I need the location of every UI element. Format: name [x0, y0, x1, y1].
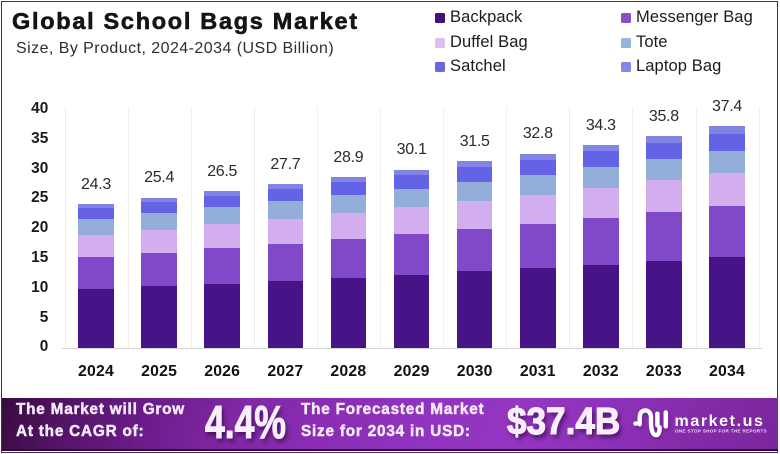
svg-text:market.us: market.us	[675, 413, 765, 430]
svg-text:ONE STOP SHOP FOR THE REPORTS: ONE STOP SHOP FOR THE REPORTS	[675, 429, 767, 434]
